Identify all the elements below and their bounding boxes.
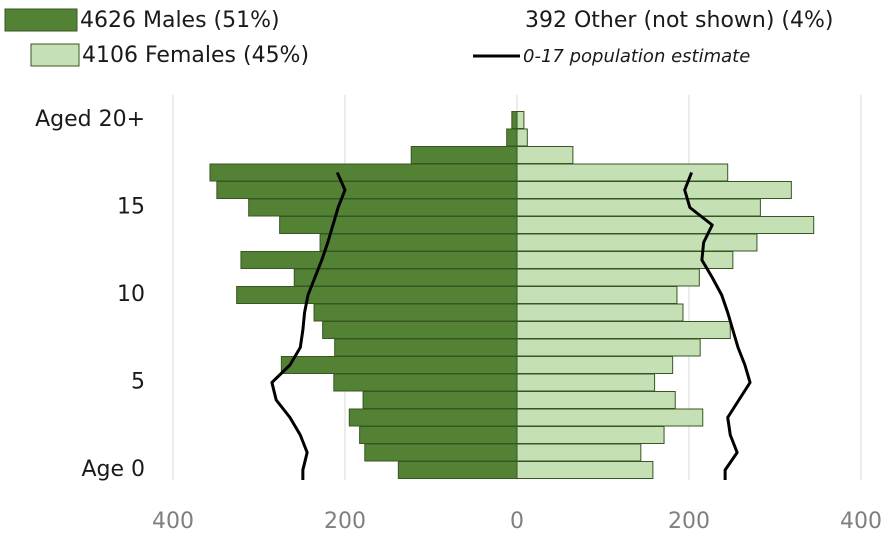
bar — [322, 321, 518, 339]
bar — [313, 303, 518, 322]
bar — [516, 146, 574, 164]
legend-males: 4626 Males (51%) — [80, 8, 280, 33]
bar — [209, 163, 518, 182]
bar — [362, 391, 518, 409]
bar — [516, 408, 704, 427]
y-tick-label: 15 — [117, 195, 145, 220]
bar — [511, 111, 518, 129]
bar — [516, 216, 815, 234]
bar — [319, 233, 518, 252]
bar — [516, 373, 656, 392]
bar — [348, 408, 518, 427]
bar — [516, 321, 731, 339]
bar — [516, 181, 792, 199]
x-tick-label: 400 — [840, 509, 882, 534]
y-tick-label: 5 — [131, 370, 145, 395]
bar — [240, 251, 518, 269]
bar — [293, 268, 518, 287]
bar — [506, 128, 518, 147]
bar — [516, 443, 642, 462]
bar — [410, 146, 518, 164]
bar — [364, 443, 518, 462]
x-tick-label: 200 — [324, 509, 366, 534]
legend-swatch-females — [30, 43, 80, 67]
bar — [516, 198, 761, 217]
bar — [216, 181, 518, 199]
bar — [516, 338, 701, 357]
bar — [359, 426, 518, 444]
bar — [279, 216, 518, 234]
y-tick-label: Aged 20+ — [35, 107, 145, 132]
bar — [516, 286, 678, 304]
bar — [516, 303, 684, 322]
bar — [516, 111, 525, 129]
bar — [248, 198, 518, 217]
y-tick-label: Age 0 — [81, 457, 145, 482]
legend-females: 4106 Females (45%) — [82, 43, 309, 68]
bar — [334, 338, 518, 357]
bar — [516, 461, 654, 479]
bar — [516, 163, 729, 182]
bar — [280, 356, 518, 374]
bar — [236, 286, 518, 304]
bar — [516, 268, 700, 287]
legend-line: 0-17 population estimate — [523, 46, 750, 67]
estimate-line — [270, 171, 347, 480]
x-tick-label: 400 — [152, 509, 194, 534]
bar — [397, 461, 518, 479]
y-tick-label: 10 — [117, 282, 145, 307]
bar — [516, 128, 528, 147]
x-tick-label: 200 — [668, 509, 710, 534]
other-note: 392 Other (not shown) (4%) — [525, 8, 834, 33]
bar — [516, 233, 758, 252]
bar — [516, 391, 676, 409]
legend-swatch-males — [4, 8, 78, 32]
bar — [516, 356, 674, 374]
x-tick-label: 0 — [510, 509, 524, 534]
bar — [333, 373, 518, 392]
estimate-line — [683, 171, 752, 480]
bar — [516, 426, 665, 444]
